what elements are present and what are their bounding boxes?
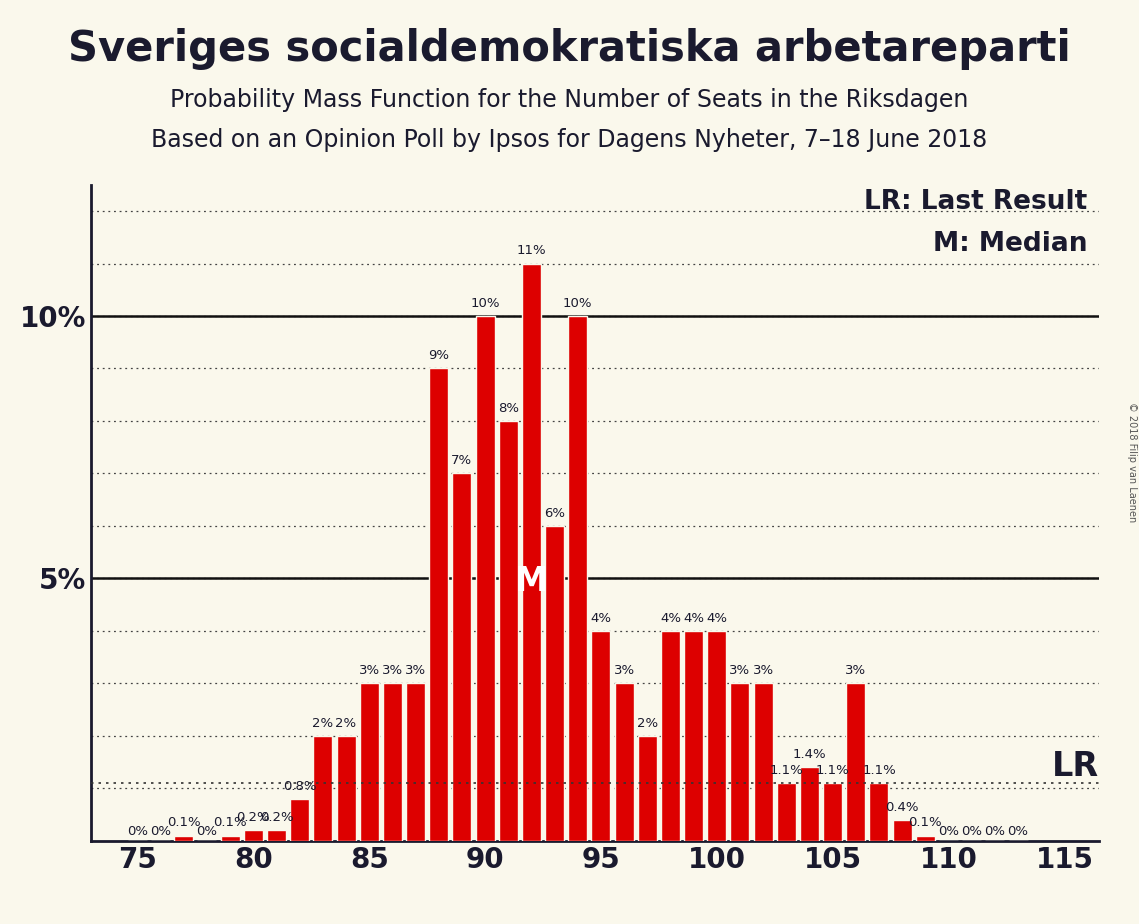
Text: 9%: 9% [428,349,449,362]
Text: 0.1%: 0.1% [213,816,247,830]
Bar [661,631,680,841]
Text: 3%: 3% [614,664,634,677]
Bar [777,784,796,841]
Bar [244,831,263,841]
Text: 7%: 7% [451,455,473,468]
Text: LR: Last Result: LR: Last Result [865,189,1088,215]
Text: LR: LR [1052,750,1099,784]
Text: 3%: 3% [382,664,403,677]
Text: 0.1%: 0.1% [909,816,942,830]
Text: Probability Mass Function for the Number of Seats in the Riksdagen: Probability Mass Function for the Number… [171,88,968,112]
Bar [823,784,842,841]
Bar [290,799,309,841]
Text: 0%: 0% [197,825,218,838]
Bar [383,684,402,841]
Text: 0%: 0% [150,825,171,838]
Text: M: M [515,565,548,598]
Bar [730,684,749,841]
Text: 10%: 10% [563,297,592,310]
Text: 6%: 6% [544,506,565,519]
Bar [522,263,541,841]
Text: 0%: 0% [126,825,148,838]
Bar [429,369,449,841]
Text: 0.2%: 0.2% [237,811,270,824]
Bar [685,631,703,841]
Bar [546,526,564,841]
Bar [846,684,866,841]
Text: 4%: 4% [659,612,681,625]
Bar [499,421,518,841]
Bar [754,684,772,841]
Text: 0%: 0% [1008,825,1029,838]
Bar [174,835,194,841]
Bar [869,784,888,841]
Text: 1.4%: 1.4% [793,748,826,761]
Text: 8%: 8% [498,402,518,415]
Text: 10%: 10% [470,297,500,310]
Text: 4%: 4% [706,612,728,625]
Text: 0%: 0% [939,825,959,838]
Text: M: Median: M: Median [933,231,1088,257]
Bar [405,684,425,841]
Text: 3%: 3% [405,664,426,677]
Text: 0%: 0% [984,825,1006,838]
Text: 3%: 3% [845,664,867,677]
Text: 0.2%: 0.2% [260,811,294,824]
Bar [568,316,588,841]
Text: © 2018 Filip van Laenen: © 2018 Filip van Laenen [1126,402,1137,522]
Text: 0.1%: 0.1% [167,816,200,830]
Text: 2%: 2% [312,717,334,730]
Text: Sveriges socialdemokratiska arbetareparti: Sveriges socialdemokratiska arbetarepart… [68,28,1071,69]
Bar [452,473,472,841]
Text: Based on an Opinion Poll by Ipsos for Dagens Nyheter, 7–18 June 2018: Based on an Opinion Poll by Ipsos for Da… [151,128,988,152]
Text: 3%: 3% [729,664,751,677]
Bar [267,831,286,841]
Text: 1.1%: 1.1% [816,764,850,777]
Bar [893,820,911,841]
Bar [360,684,378,841]
Text: 0.8%: 0.8% [282,780,317,793]
Bar [476,316,494,841]
Text: 0%: 0% [961,825,982,838]
Bar [336,736,355,841]
Bar [615,684,633,841]
Text: 3%: 3% [753,664,773,677]
Bar [221,835,239,841]
Text: 2%: 2% [336,717,357,730]
Bar [800,767,819,841]
Text: 3%: 3% [359,664,379,677]
Bar [313,736,333,841]
Text: 1.1%: 1.1% [862,764,896,777]
Bar [707,631,727,841]
Bar [638,736,657,841]
Text: 2%: 2% [637,717,658,730]
Text: 11%: 11% [517,244,547,257]
Bar [916,835,935,841]
Text: 4%: 4% [683,612,704,625]
Bar [591,631,611,841]
Text: 4%: 4% [590,612,612,625]
Text: 0.4%: 0.4% [885,800,919,813]
Text: 1.1%: 1.1% [770,764,803,777]
